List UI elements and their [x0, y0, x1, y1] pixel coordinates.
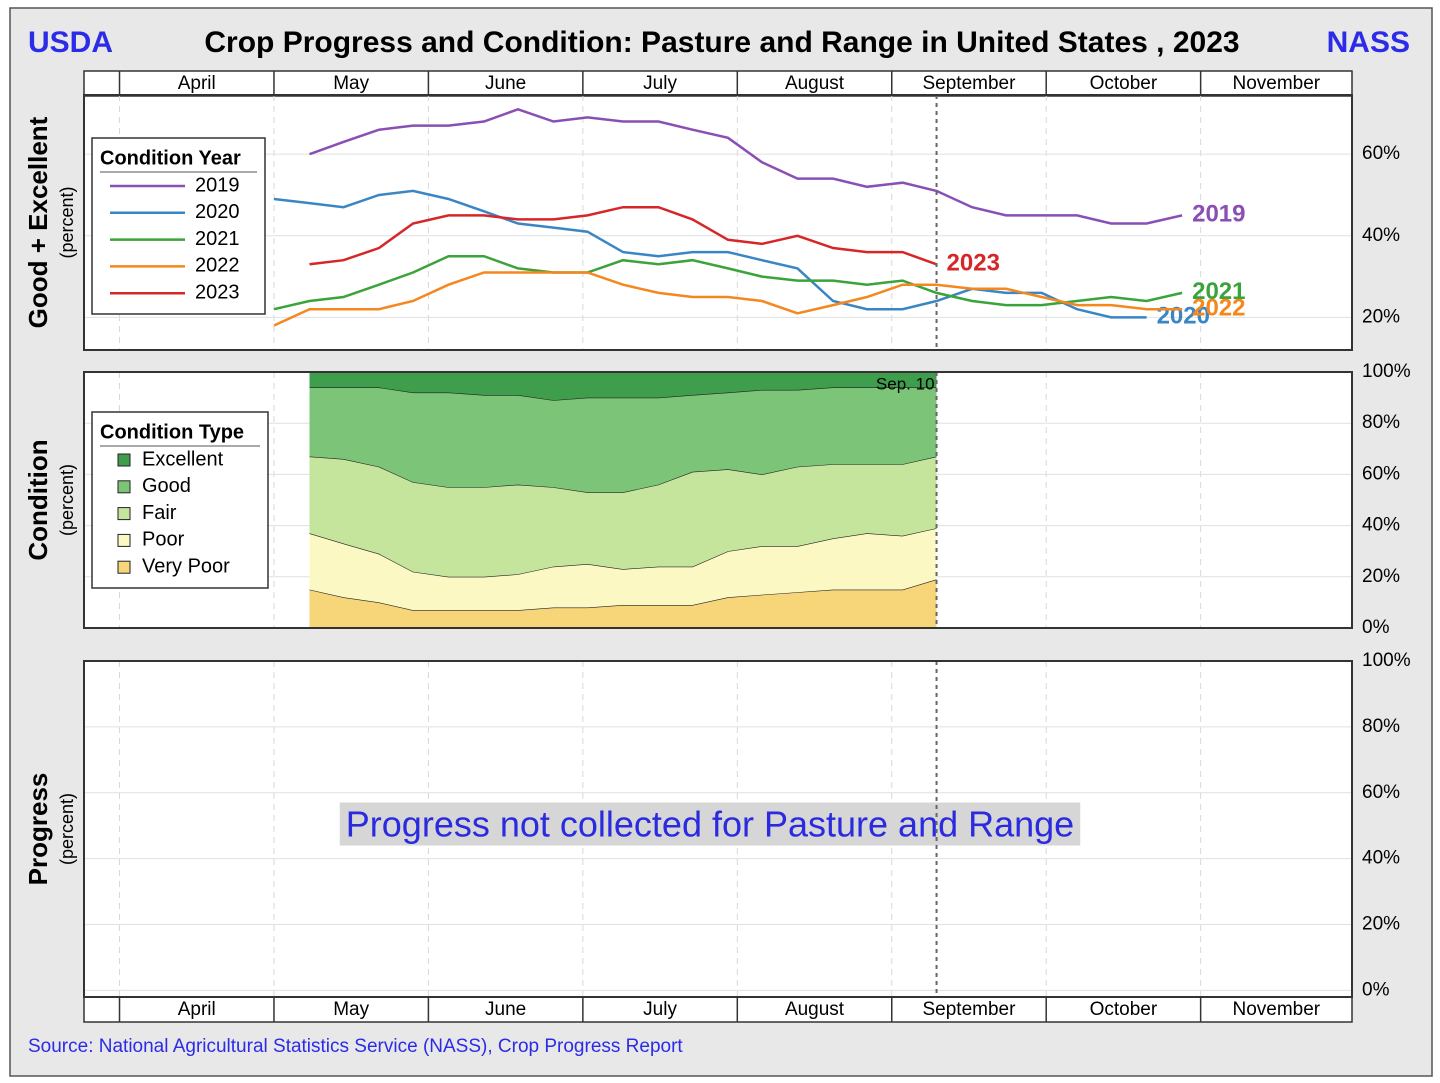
end-label: 2022 [1192, 295, 1245, 322]
month-header [83, 996, 1353, 1023]
y-axis-sublabel: (percent) [57, 464, 77, 536]
end-label: 2020 [1157, 303, 1210, 330]
x-tick-label: November [1232, 73, 1320, 94]
x-tick-label: July [643, 999, 677, 1020]
area [309, 372, 937, 401]
y-tick-label: 80% [1362, 412, 1400, 433]
legend-label: 2021 [195, 228, 240, 250]
legend-swatch [117, 560, 131, 574]
series-line [273, 271, 1183, 327]
y-tick-label: 60% [1362, 463, 1400, 484]
x-tick-label: July [643, 73, 677, 94]
y-tick-label: 0% [1362, 617, 1390, 638]
y-axis-sublabel: (percent) [57, 793, 77, 865]
legend-swatch [117, 480, 131, 494]
legend-box [91, 137, 266, 315]
legend-label: 2019 [195, 174, 240, 196]
plot-border [83, 94, 1353, 351]
y-tick-label: 60% [1362, 143, 1400, 164]
legend-label: 2022 [195, 255, 240, 277]
y-tick-label: 100% [1362, 361, 1411, 382]
legend-box [91, 411, 269, 589]
legend-label: Very Poor [142, 555, 230, 577]
plot-border [83, 660, 1353, 998]
current-week-label: Sep. 10 [876, 374, 935, 393]
y-tick-label: 80% [1362, 716, 1400, 737]
x-tick-label: June [485, 999, 526, 1020]
legend-title: Condition Year [100, 147, 241, 169]
y-axis-label: Good + Excellent [23, 116, 53, 328]
x-tick-label: September [922, 999, 1016, 1020]
area [309, 387, 937, 493]
series-line [273, 189, 1147, 319]
end-label: 2021 [1192, 278, 1245, 305]
legend-label: Poor [142, 529, 185, 551]
note-background [339, 802, 1081, 846]
agency-left: USDA [28, 26, 113, 59]
source: Source: National Agricultural Statistics… [28, 1036, 683, 1057]
y-axis-sublabel: (percent) [57, 186, 77, 258]
series-line [309, 107, 1183, 225]
legend-label: Fair [142, 502, 177, 524]
agency-right: NASS [1327, 26, 1410, 59]
legend-swatch [117, 507, 131, 521]
legend-label: Excellent [142, 448, 224, 470]
x-tick-label: November [1232, 999, 1320, 1020]
legend-title: Condition Type [100, 421, 244, 443]
y-tick-label: 40% [1362, 225, 1400, 246]
x-tick-label: April [178, 73, 216, 94]
area [309, 456, 937, 577]
y-tick-label: 20% [1362, 914, 1400, 935]
x-tick-label: May [333, 999, 369, 1020]
chart-title: Crop Progress and Condition: Pasture and… [204, 26, 1239, 59]
legend-swatch [117, 453, 131, 467]
x-tick-label: April [178, 999, 216, 1020]
y-tick-label: 40% [1362, 515, 1400, 536]
x-tick-label: June [485, 73, 526, 94]
x-tick-label: August [785, 999, 845, 1020]
series-line [309, 205, 937, 266]
legend-label: Good [142, 475, 191, 497]
y-tick-label: 100% [1362, 650, 1411, 671]
x-tick-label: September [922, 73, 1016, 94]
series-line [273, 254, 1183, 311]
end-label: 2023 [947, 250, 1000, 277]
month-header [83, 70, 1353, 97]
y-tick-label: 40% [1362, 848, 1400, 869]
end-label: 2019 [1192, 201, 1245, 228]
legend-label: 2020 [195, 201, 240, 223]
note: Progress not collected for Pasture and R… [346, 804, 1074, 845]
plot-border [83, 371, 1353, 629]
x-tick-label: May [333, 73, 369, 94]
y-tick-label: 20% [1362, 306, 1400, 327]
y-axis-label: Progress [23, 773, 53, 886]
y-axis-label: Condition [23, 439, 53, 560]
y-tick-label: 0% [1362, 979, 1390, 1000]
x-tick-label: October [1090, 73, 1158, 94]
x-tick-label: October [1090, 999, 1158, 1020]
y-tick-label: 60% [1362, 782, 1400, 803]
legend-swatch [117, 533, 131, 547]
area [309, 579, 937, 628]
legend-label: 2023 [195, 281, 240, 303]
y-tick-label: 20% [1362, 566, 1400, 587]
x-tick-label: August [785, 73, 845, 94]
